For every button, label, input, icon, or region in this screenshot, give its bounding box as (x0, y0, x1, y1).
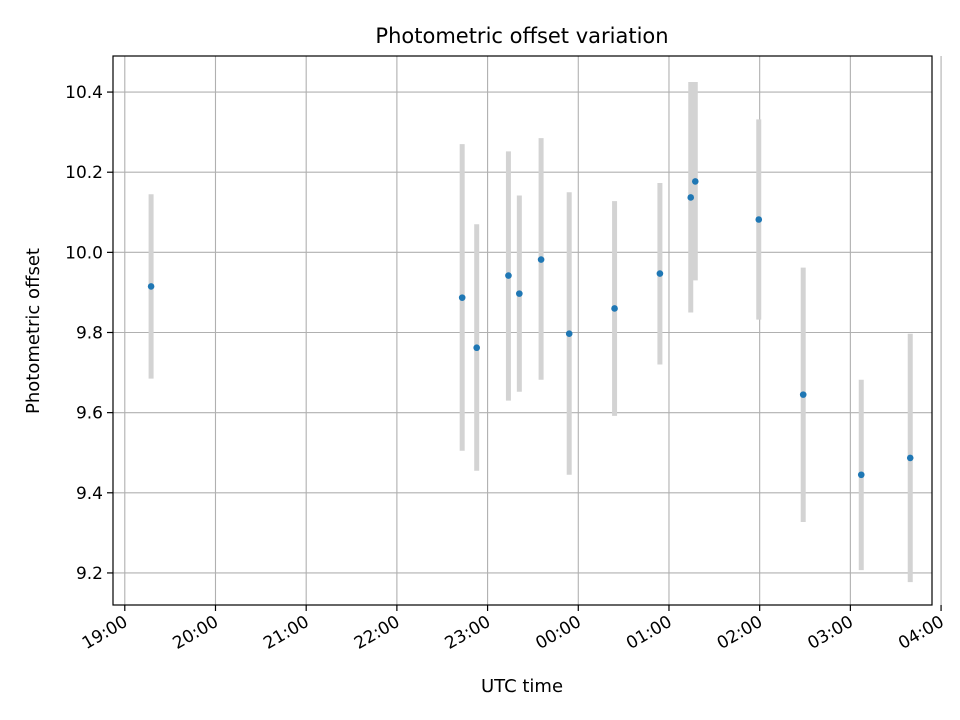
x-axis-label: UTC time (481, 676, 563, 697)
data-points (147, 178, 914, 479)
y-tick-label: 9.4 (76, 484, 103, 504)
data-point (473, 344, 480, 352)
y-tick-label: 10.0 (65, 243, 103, 263)
y-axis-ticks: 9.2 9.4 9.6 9.8 10.0 10.2 10.4 (65, 83, 113, 584)
data-point (147, 283, 155, 290)
data-point (906, 454, 914, 462)
data-point (687, 194, 695, 201)
y-tick-label: 9.2 (76, 564, 103, 584)
grid-lines (113, 56, 942, 605)
y-axis-label: Photometric offset (23, 248, 44, 414)
y-tick-label: 9.6 (76, 404, 103, 424)
data-point (691, 178, 699, 185)
data-point (799, 391, 807, 398)
data-point (656, 270, 664, 277)
data-point (755, 216, 763, 223)
data-point (505, 272, 512, 279)
data-point (857, 471, 865, 479)
y-tick-label: 10.4 (65, 83, 103, 103)
chart-title: Photometric offset variation (375, 24, 668, 48)
plot-area-frame (112, 55, 933, 606)
data-point (537, 256, 545, 263)
data-point (458, 294, 466, 301)
data-point (565, 330, 573, 338)
y-tick-label: 9.8 (76, 324, 103, 344)
data-point (611, 305, 618, 312)
data-point (516, 290, 523, 297)
y-tick-label: 10.2 (65, 163, 103, 183)
